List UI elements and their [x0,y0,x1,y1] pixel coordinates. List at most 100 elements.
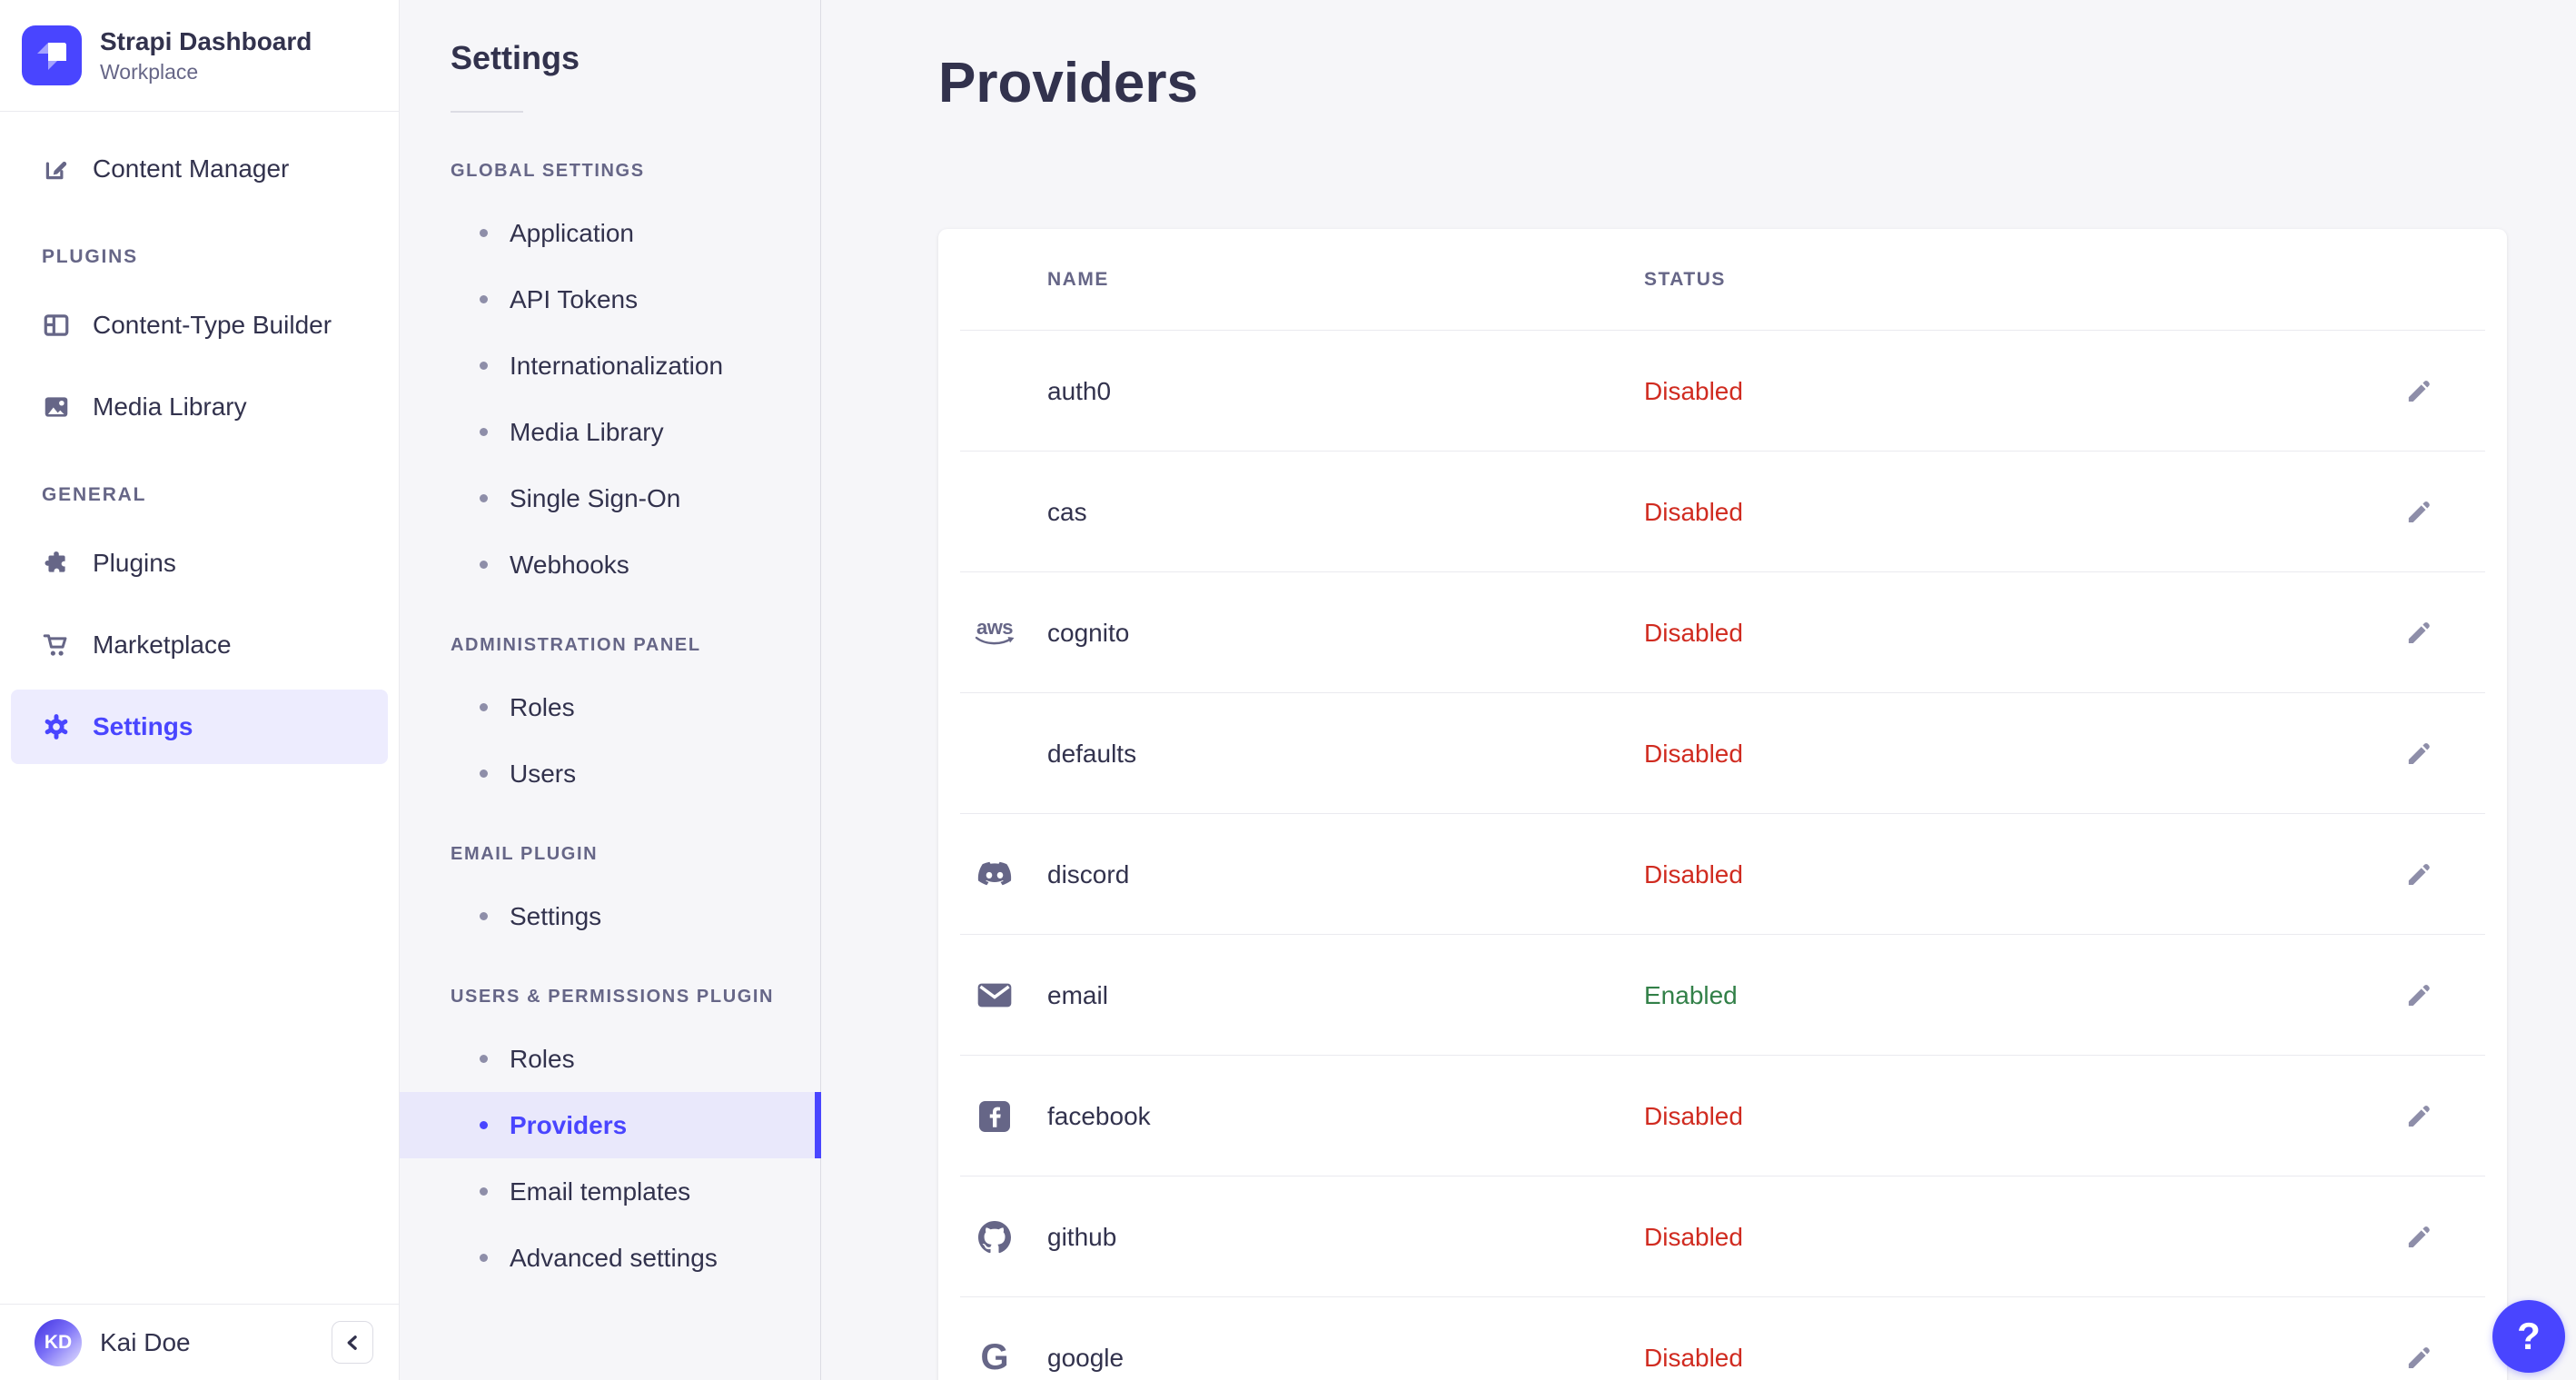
subnav-item-internationalization[interactable]: Internationalization [400,333,820,399]
edit-provider-button[interactable] [2393,849,2443,900]
provider-name: cognito [1047,618,1130,647]
sidebar-item-label: Plugins [93,549,176,577]
subnav-item-providers[interactable]: Providers [400,1092,821,1158]
subnav-item-application[interactable]: Application [400,200,820,266]
bullet-icon [480,561,488,569]
settings-subnav: Settings GLOBAL SETTINGS Application API… [400,0,821,1380]
status-badge: Disabled [1644,1222,1743,1251]
status-badge: Disabled [1644,618,1743,647]
discord-icon [969,861,1020,889]
cart-icon [42,630,71,660]
subnav-section-administration-panel: ADMINISTRATION PANEL Roles Users [400,629,820,807]
github-icon [969,1220,1020,1254]
subnav-item-label: Roles [510,692,575,721]
sidebar-item-content-manager[interactable]: Content Manager [11,132,388,206]
workspace-subtitle: Workplace [100,60,199,84]
subnav-item-up-roles[interactable]: Roles [400,1026,820,1092]
subnav-divider [451,111,523,113]
subnav-item-api-tokens[interactable]: API Tokens [400,266,820,333]
provider-name: email [1047,980,1108,1009]
sidebar-footer: KD Kai Doe [0,1304,399,1380]
table-row: aws cognito Disabled [938,572,2507,693]
chevron-left-icon [339,1329,366,1356]
facebook-icon [969,1100,1020,1132]
subnav-item-label: Webhooks [510,550,629,579]
bullet-icon [480,1187,488,1196]
table-row: defaults Disabled [938,693,2507,814]
subnav-title: Settings [451,39,580,76]
subnav-section-label: EMAIL PLUGIN [451,843,599,864]
subnav-item-single-sign-on[interactable]: Single Sign-On [400,465,820,531]
edit-provider-button[interactable] [2393,487,2443,538]
provider-name: defaults [1047,739,1137,768]
bullet-icon [480,494,488,502]
sidebar-item-marketplace[interactable]: Marketplace [11,608,388,682]
provider-name: cas [1047,497,1087,526]
workspace-title: Strapi Dashboard [100,27,312,55]
column-header-status: STATUS [1644,269,1726,290]
status-badge: Disabled [1644,1101,1743,1130]
subnav-item-label: Roles [510,1044,575,1073]
subnav-item-media-library[interactable]: Media Library [400,399,820,465]
aws-icon-text: aws [976,616,1014,639]
subnav-item-admin-users[interactable]: Users [400,740,820,807]
table-row: github Disabled [938,1176,2507,1297]
sidebar-item-label: Settings [93,712,193,740]
table-row: auth0 Disabled [938,331,2507,452]
subnav-item-admin-roles[interactable]: Roles [400,674,820,740]
bullet-icon [480,229,488,237]
subnav-section-users-permissions-plugin: USERS & PERMISSIONS PLUGIN Roles Provide… [400,980,821,1291]
providers-table-card: NAME STATUS auth0 Disabled cas Disabled … [938,229,2507,1380]
sidebar-item-plugins[interactable]: Plugins [11,526,388,601]
main-sidebar: Strapi Dashboard Workplace Content Manag… [0,0,400,1380]
subnav-section-label: USERS & PERMISSIONS PLUGIN [451,986,775,1007]
sidebar-item-label: Content Manager [93,154,290,183]
bullet-icon [480,362,488,370]
edit-provider-button[interactable] [2393,1212,2443,1263]
subnav-item-label: Advanced settings [510,1243,718,1272]
provider-name: discord [1047,859,1130,889]
subnav-item-label: Providers [510,1110,628,1139]
sidebar-item-media-library[interactable]: Media Library [11,370,388,444]
subnav-item-label: Email templates [510,1176,691,1206]
help-button[interactable]: ? [2492,1300,2565,1373]
subnav-section-label: ADMINISTRATION PANEL [451,634,701,655]
bullet-icon [480,703,488,711]
avatar[interactable]: KD [35,1318,82,1366]
status-badge: Disabled [1644,376,1743,405]
workspace-switcher[interactable]: Strapi Dashboard Workplace [0,0,399,112]
subnav-item-advanced-settings[interactable]: Advanced settings [400,1225,820,1291]
edit-provider-button[interactable] [2393,1091,2443,1142]
subnav-item-email-settings[interactable]: Settings [400,883,820,949]
sidebar-section-plugins: PLUGINS [42,246,138,267]
strapi-logo-icon [22,25,82,85]
sidebar-item-settings[interactable]: Settings [11,690,388,764]
google-icon-text: G [980,1337,1009,1377]
subnav-item-email-templates[interactable]: Email templates [400,1158,820,1225]
provider-name: github [1047,1222,1117,1251]
provider-name: facebook [1047,1101,1151,1130]
edit-provider-button[interactable] [2393,608,2443,659]
brand-text: Strapi Dashboard Workplace [100,25,312,85]
subnav-item-webhooks[interactable]: Webhooks [400,531,820,598]
bullet-icon [480,769,488,778]
column-header-name: NAME [1047,269,1109,290]
subnav-section-label: GLOBAL SETTINGS [451,160,645,181]
edit-provider-button[interactable] [2393,729,2443,779]
table-row: discord Disabled [938,814,2507,935]
edit-provider-button[interactable] [2393,366,2443,417]
subnav-item-label: Users [510,759,577,788]
table-row: email Enabled [938,935,2507,1056]
bullet-icon [480,428,488,436]
status-badge: Disabled [1644,497,1743,526]
edit-provider-button[interactable] [2393,1333,2443,1380]
sidebar-item-content-type-builder[interactable]: Content-Type Builder [11,288,388,362]
subnav-item-label: API Tokens [510,284,639,313]
subnav-item-label: Media Library [510,417,664,446]
sidebar-item-label: Content-Type Builder [93,311,332,339]
collapse-sidebar-button[interactable] [332,1321,373,1364]
edit-provider-button[interactable] [2393,970,2443,1021]
gear-icon [42,712,71,741]
sidebar-nav: Content Manager PLUGINS Content-Type Bui… [0,112,399,764]
